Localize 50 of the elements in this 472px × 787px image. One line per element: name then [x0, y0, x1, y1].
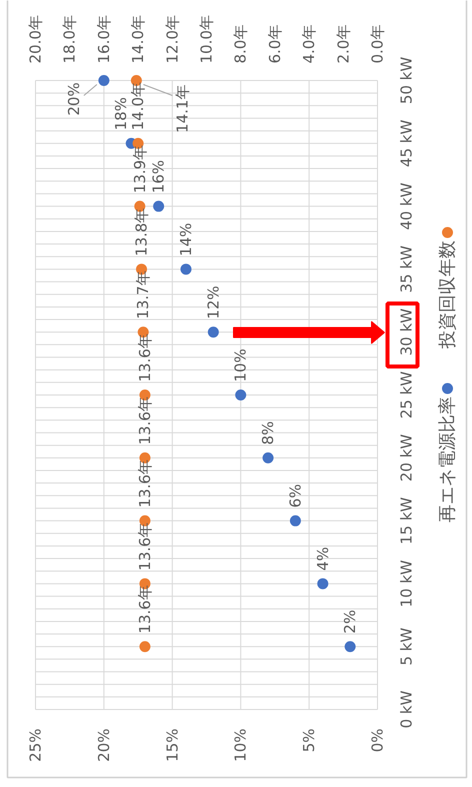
data-label: 14% — [176, 222, 195, 256]
x2-tick-label: 16.0年 — [94, 15, 113, 64]
legend-label: 投資回収年数 — [437, 240, 458, 350]
x2-tick-label: 18.0年 — [60, 15, 79, 64]
x2-tick-label: 8.0年 — [232, 24, 250, 64]
y-tick-label: 5 kW — [398, 628, 416, 666]
data-label: 13.7年 — [134, 270, 152, 320]
data-label: 6% — [286, 484, 304, 508]
data-label: 18% — [112, 97, 130, 130]
x-tick-label: 0% — [368, 728, 386, 752]
data-label: 10% — [232, 348, 250, 382]
x-tick-label: 10% — [232, 728, 250, 762]
data-label: 4% — [314, 546, 332, 571]
x2-tick-label: 4.0年 — [300, 24, 318, 64]
data-label: 14.0年 — [129, 82, 148, 130]
data-label: 13.6年 — [136, 585, 154, 634]
x-tick-label: 15% — [163, 728, 182, 762]
y-tick-label: 35 kW — [398, 245, 416, 293]
y-tick-label: 10 kW — [398, 560, 416, 608]
y-tick-label: 25 kW — [398, 371, 416, 419]
x-tick-label: 20% — [94, 728, 113, 762]
legend-label: 再エネ電源比率 — [437, 396, 458, 522]
x-tick-label: 5% — [300, 728, 318, 752]
data-label: 13.6年 — [136, 334, 154, 382]
x2-tick-label: 6.0年 — [266, 24, 284, 64]
data-label: 13.6年 — [136, 522, 154, 571]
data-label: 2% — [341, 610, 360, 634]
x2-tick-label: 10.0年 — [198, 15, 216, 64]
data-label: 20% — [64, 82, 83, 116]
x2-tick-label: 20.0年 — [26, 15, 44, 64]
x-tick-label: 25% — [26, 728, 44, 762]
x2-tick-label: 0.0年 — [368, 24, 386, 64]
data-label: 14.1年 — [173, 84, 192, 133]
data-label: 13.9年 — [130, 144, 149, 194]
data-label: 13.8年 — [132, 208, 151, 256]
x2-tick-label: 12.0年 — [163, 15, 182, 64]
x2-tick-label: 2.0年 — [334, 24, 352, 64]
data-label: 8% — [259, 421, 278, 445]
data-label: 12% — [204, 286, 222, 320]
x2-tick-label: 14.0年 — [129, 15, 148, 64]
y-tick-label: 30 kW — [398, 308, 416, 356]
data-label: 13.6年 — [136, 459, 154, 508]
y-tick-label: 0 kW — [398, 690, 416, 728]
y-tick-label: 40 kW — [398, 182, 416, 230]
data-label: 13.6年 — [136, 396, 154, 445]
y-tick-label: 20 kW — [398, 434, 416, 482]
y-tick-label: 50 kW — [398, 56, 416, 104]
y-tick-label: 15 kW — [398, 496, 416, 544]
y-tick-label: 45 kW — [398, 120, 416, 168]
data-label: 16% — [150, 160, 168, 194]
